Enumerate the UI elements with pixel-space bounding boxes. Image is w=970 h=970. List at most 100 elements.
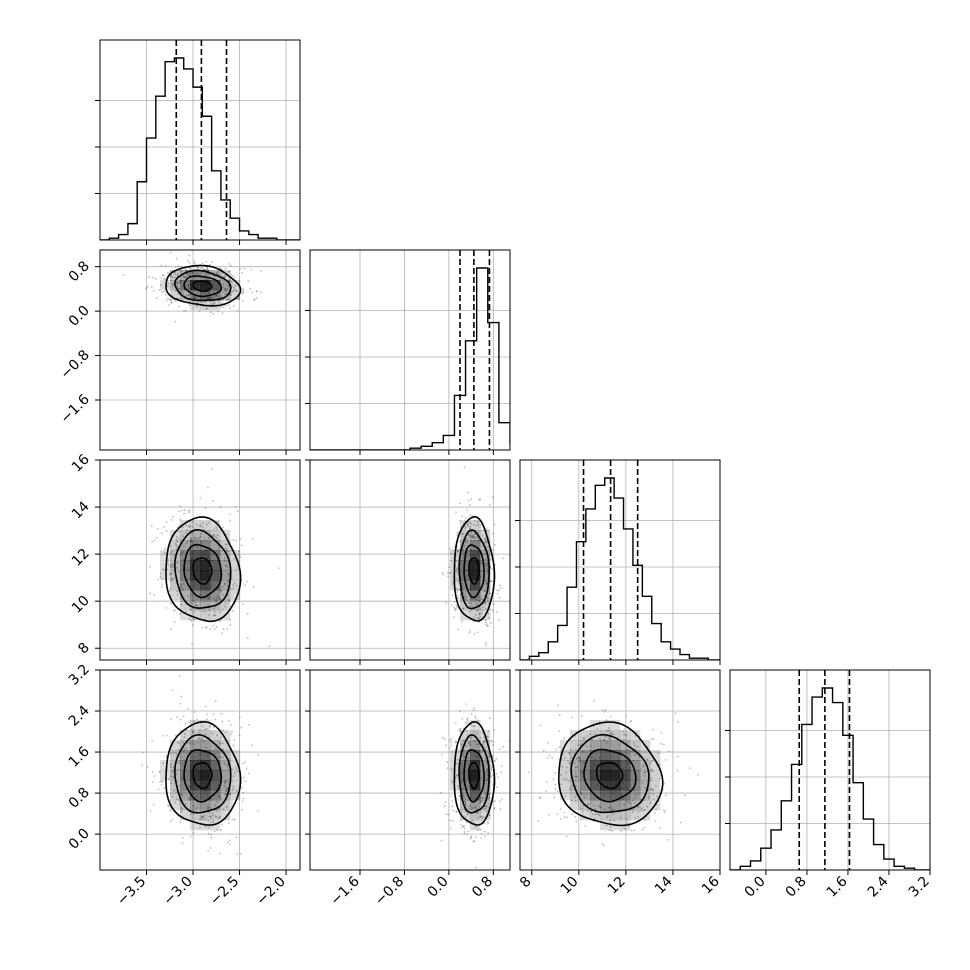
- density-bin: [600, 770, 611, 781]
- scatter-point: [222, 286, 225, 289]
- scatter-point: [200, 532, 203, 535]
- scatter-point: [170, 578, 173, 580]
- scatter-point: [611, 813, 614, 815]
- scatter-point: [159, 575, 162, 578]
- scatter-point: [679, 821, 682, 824]
- scatter-point: [240, 726, 242, 729]
- scatter-point: [237, 298, 240, 300]
- density-bin: [190, 770, 201, 781]
- density-bin: [220, 760, 231, 771]
- scatter-point: [191, 271, 194, 274]
- scatter-point: [214, 301, 216, 304]
- scatter-point: [153, 539, 156, 542]
- scatter-point: [607, 806, 610, 809]
- density-bin: [210, 550, 221, 561]
- scatter-point: [484, 562, 487, 565]
- scatter-point: [474, 717, 477, 720]
- scatter-point: [233, 739, 235, 741]
- scatter-point: [547, 741, 550, 744]
- scatter-point: [250, 268, 253, 271]
- scatter-point: [452, 583, 455, 585]
- scatter-point: [592, 700, 595, 702]
- scatter-point: [590, 738, 593, 741]
- scatter-point: [613, 819, 615, 822]
- scatter-point: [484, 601, 487, 604]
- scatter-point: [472, 535, 475, 538]
- scatter-point: [194, 810, 197, 813]
- scatter-point: [488, 793, 491, 796]
- scatter-point: [481, 817, 484, 820]
- scatter-point: [179, 702, 182, 705]
- scatter-point: [232, 584, 235, 587]
- scatter-point: [485, 791, 488, 794]
- scatter-point: [226, 550, 229, 553]
- scatter-point: [477, 719, 480, 722]
- scatter-point: [451, 594, 453, 597]
- scatter-point: [204, 618, 207, 621]
- scatter-point: [234, 771, 236, 774]
- density-bin: [200, 600, 211, 611]
- scatter-point: [193, 273, 196, 275]
- density-bin: [220, 810, 231, 821]
- density-bin: [210, 560, 221, 571]
- scatter-point: [607, 814, 609, 817]
- density-bin: [460, 560, 471, 571]
- scatter-point: [459, 730, 462, 733]
- scatter-point: [178, 803, 181, 805]
- scatter-point: [468, 521, 471, 524]
- density-bin: [190, 560, 201, 571]
- scatter-point: [649, 788, 652, 791]
- scatter-point: [165, 299, 168, 302]
- scatter-point: [239, 538, 242, 541]
- density-bin: [230, 560, 241, 571]
- scatter-point: [218, 816, 220, 819]
- scatter-point: [677, 720, 679, 723]
- density-bin: [480, 600, 491, 611]
- scatter-point: [467, 533, 470, 536]
- density-bin: [170, 540, 181, 551]
- scatter-point: [476, 631, 479, 634]
- density-bin: [610, 770, 621, 781]
- scatter-point: [469, 514, 472, 517]
- x-tick-label: −3.5: [114, 874, 149, 909]
- scatter-point: [165, 520, 168, 523]
- scatter-point: [190, 540, 192, 543]
- contour-line: [453, 515, 496, 622]
- scatter-point: [486, 735, 489, 738]
- density-bin: [200, 580, 211, 591]
- scatter-point: [201, 301, 203, 304]
- scatter-point: [457, 540, 460, 543]
- scatter-point: [183, 275, 186, 278]
- scatter-point: [569, 748, 572, 751]
- scatter-point: [479, 498, 482, 501]
- density-bin: [180, 520, 191, 531]
- density-bin: [190, 740, 201, 751]
- scatter-point: [165, 755, 168, 758]
- scatter-point: [443, 805, 446, 807]
- density-bin: [610, 790, 621, 801]
- scatter-point: [448, 566, 451, 569]
- scatter-point: [594, 808, 597, 811]
- scatter-point: [192, 730, 195, 733]
- scatter-point: [212, 814, 215, 817]
- scatter-point: [468, 610, 471, 613]
- density-bin: [630, 790, 641, 801]
- scatter-point: [214, 815, 217, 818]
- scatter-point: [457, 597, 460, 600]
- scatter-point: [574, 747, 577, 750]
- density-bin: [460, 730, 471, 741]
- panel-frame: [309, 459, 511, 661]
- scatter-point: [260, 291, 262, 294]
- scatter-point: [552, 778, 555, 780]
- density-bin: [200, 540, 211, 551]
- scatter-point: [178, 785, 180, 787]
- scatter-point: [461, 582, 464, 585]
- scatter-point: [464, 810, 467, 813]
- scatter-point: [489, 771, 492, 774]
- density-bin: [630, 800, 641, 811]
- scatter-point: [631, 811, 634, 814]
- scatter-point: [232, 744, 235, 747]
- scatter-point: [632, 808, 635, 811]
- scatter-point: [175, 536, 178, 538]
